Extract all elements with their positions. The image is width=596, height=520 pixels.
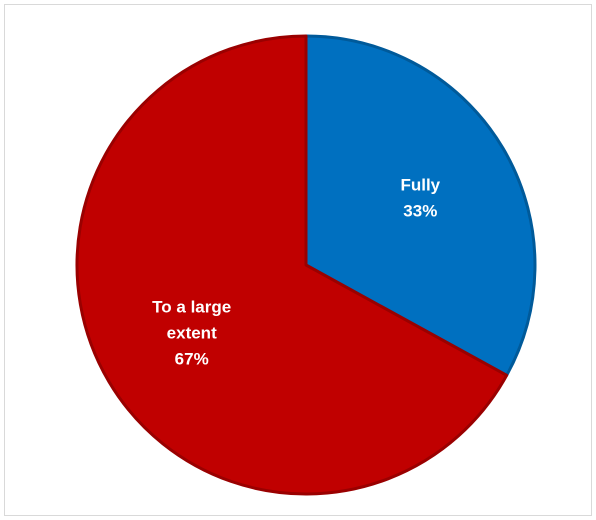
pie-slice-0 (304, 34, 537, 377)
pie-slice-1 (75, 34, 509, 496)
slice-percent-0: 33% (403, 201, 437, 220)
slice-percent-1: 67% (175, 350, 209, 369)
slice-name-0: Fully (400, 175, 440, 194)
slice-label-0: Fully 33% (400, 175, 440, 220)
slice-name-1: To a large (152, 298, 231, 317)
slice-label-1: To a large extent 67% (152, 298, 231, 369)
slice-name-1: extent (167, 324, 217, 343)
